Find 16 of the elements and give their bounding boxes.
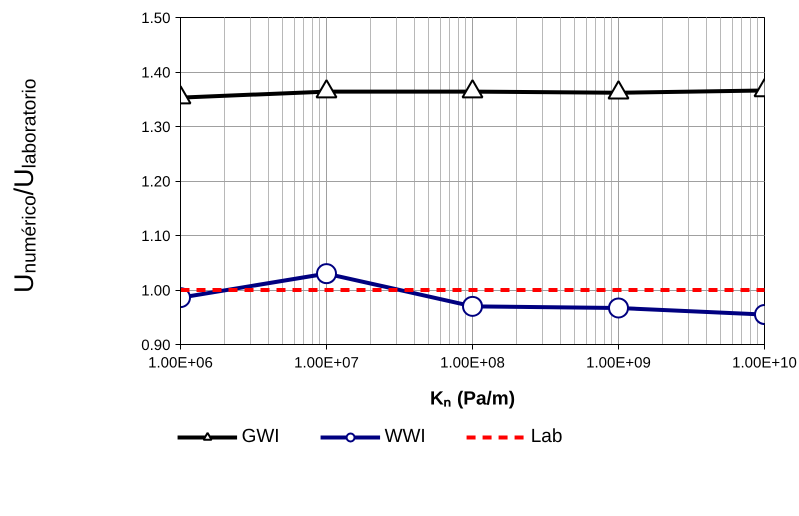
y-tick-label: 1.50 [141,10,171,27]
y-tick-label: 1.30 [141,119,171,136]
legend-label: Lab [530,426,562,448]
x-tick-label: 1.00E+09 [586,354,651,372]
y-tick-label: 0.90 [141,337,171,354]
y-tick-label: 1.20 [141,174,171,190]
x-axis-title: Kₙ (Pa/m) [430,388,516,410]
legend-label: GWI [242,426,280,448]
x-tick-label: 1.00E+08 [440,354,505,372]
x-tick-label: 1.00E+07 [294,354,359,372]
y-tick-label: 1.40 [141,64,171,82]
y-tick-label: 1.10 [141,228,171,245]
x-tick-label: 1.00E+10 [732,354,797,372]
y-tick-label: 1.00 [141,282,171,300]
legend-label: WWI [384,426,426,448]
x-tick-label: 1.00E+06 [148,354,213,372]
